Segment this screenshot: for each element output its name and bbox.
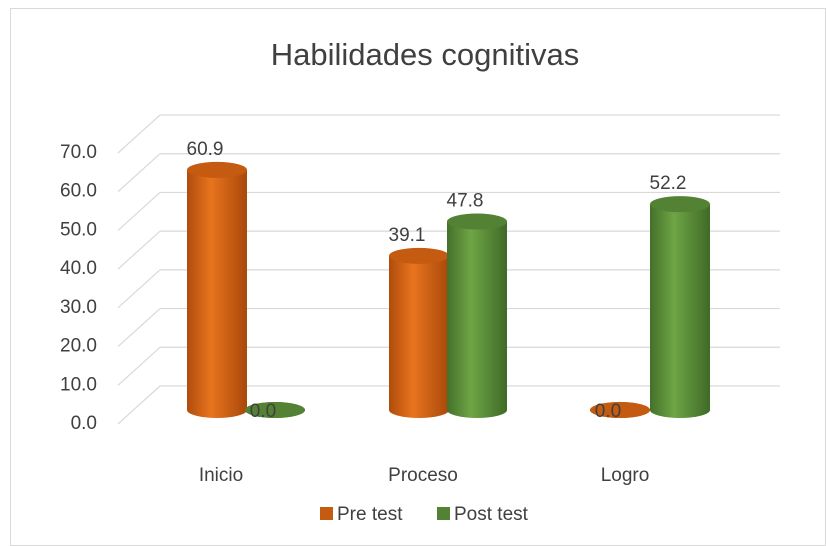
grid-line — [117, 230, 161, 270]
grid-line — [117, 114, 161, 154]
y-tick-label: 40.0 — [60, 258, 97, 279]
bar-top — [245, 402, 305, 418]
y-tick-label: 20.0 — [60, 336, 97, 357]
legend-label: Pre test — [337, 504, 403, 525]
grid-line — [117, 346, 161, 386]
x-tick-label: Proceso — [388, 465, 458, 486]
legend-swatch — [437, 507, 450, 520]
bar-top — [590, 402, 650, 418]
bar-top — [187, 161, 247, 178]
bar — [389, 255, 449, 410]
bar — [187, 169, 247, 410]
y-tick-label: 70.0 — [60, 142, 97, 163]
x-tick-label: Logro — [601, 465, 650, 486]
bar-top — [650, 196, 710, 213]
grid-line — [117, 269, 161, 309]
data-label: 0.0 — [250, 401, 276, 422]
y-tick-label: 50.0 — [60, 219, 97, 240]
y-tick-label: 10.0 — [60, 374, 97, 395]
bar — [650, 204, 710, 410]
bar-top — [447, 213, 507, 230]
y-tick-label: 0.0 — [71, 413, 97, 434]
bar — [447, 221, 507, 410]
data-label: 39.1 — [389, 225, 426, 246]
grid-line — [117, 153, 161, 193]
legend-label: Post test — [454, 504, 529, 525]
grid-line — [117, 385, 161, 425]
data-label: 0.0 — [595, 401, 621, 422]
grid-line — [117, 191, 161, 231]
chart-title: Habilidades cognitivas — [271, 37, 579, 72]
y-tick-label: 30.0 — [60, 297, 97, 318]
legend-swatch — [320, 507, 333, 520]
x-tick-label: Inicio — [199, 465, 243, 486]
grid-line — [117, 308, 161, 348]
y-tick-label: 60.0 — [60, 181, 97, 202]
data-label: 52.2 — [650, 173, 687, 194]
bar-top — [389, 247, 449, 264]
data-label: 60.9 — [187, 139, 224, 160]
data-label: 47.8 — [447, 191, 484, 212]
